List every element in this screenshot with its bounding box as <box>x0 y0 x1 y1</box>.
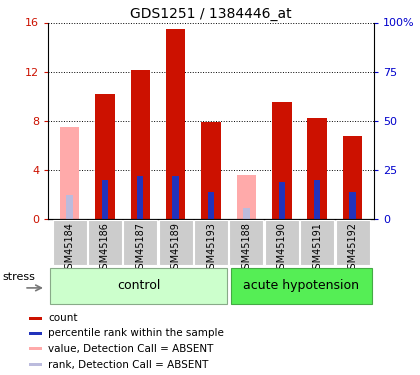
FancyBboxPatch shape <box>336 220 370 266</box>
Bar <box>201 122 221 219</box>
Bar <box>166 28 185 219</box>
Bar <box>208 192 214 219</box>
FancyBboxPatch shape <box>123 220 157 266</box>
Bar <box>237 175 256 219</box>
FancyBboxPatch shape <box>300 220 334 266</box>
Text: GSM45193: GSM45193 <box>206 222 216 274</box>
Text: GSM45191: GSM45191 <box>312 222 322 274</box>
Title: GDS1251 / 1384446_at: GDS1251 / 1384446_at <box>130 8 292 21</box>
FancyBboxPatch shape <box>265 220 299 266</box>
Bar <box>131 70 150 219</box>
Bar <box>243 208 249 219</box>
Bar <box>343 136 362 219</box>
Text: GSM45192: GSM45192 <box>348 222 357 275</box>
FancyBboxPatch shape <box>229 220 263 266</box>
Bar <box>349 192 356 219</box>
Text: GSM45184: GSM45184 <box>65 222 74 274</box>
Bar <box>29 347 42 350</box>
Bar <box>60 127 79 219</box>
Bar <box>102 180 108 219</box>
FancyBboxPatch shape <box>231 268 372 304</box>
Text: percentile rank within the sample: percentile rank within the sample <box>48 328 224 338</box>
Bar <box>29 363 42 366</box>
Bar <box>173 176 179 219</box>
Bar <box>307 118 327 219</box>
Bar <box>95 94 115 219</box>
Text: GSM45189: GSM45189 <box>171 222 181 274</box>
Text: acute hypotension: acute hypotension <box>244 279 360 292</box>
Text: value, Detection Call = ABSENT: value, Detection Call = ABSENT <box>48 344 214 354</box>
FancyBboxPatch shape <box>88 220 122 266</box>
Text: GSM45186: GSM45186 <box>100 222 110 274</box>
Text: stress: stress <box>3 272 35 282</box>
Bar <box>272 102 291 219</box>
Text: rank, Detection Call = ABSENT: rank, Detection Call = ABSENT <box>48 360 209 370</box>
Bar <box>29 332 42 335</box>
FancyBboxPatch shape <box>159 220 193 266</box>
Text: control: control <box>117 279 160 292</box>
FancyBboxPatch shape <box>52 220 87 266</box>
FancyBboxPatch shape <box>194 220 228 266</box>
Text: GSM45188: GSM45188 <box>241 222 252 274</box>
Bar <box>29 316 42 320</box>
FancyBboxPatch shape <box>50 268 227 304</box>
Bar <box>66 195 73 219</box>
Text: count: count <box>48 313 78 323</box>
Bar <box>278 183 285 219</box>
Text: GSM45190: GSM45190 <box>277 222 287 274</box>
Bar <box>314 180 320 219</box>
Text: GSM45187: GSM45187 <box>135 222 145 275</box>
Bar <box>137 176 144 219</box>
